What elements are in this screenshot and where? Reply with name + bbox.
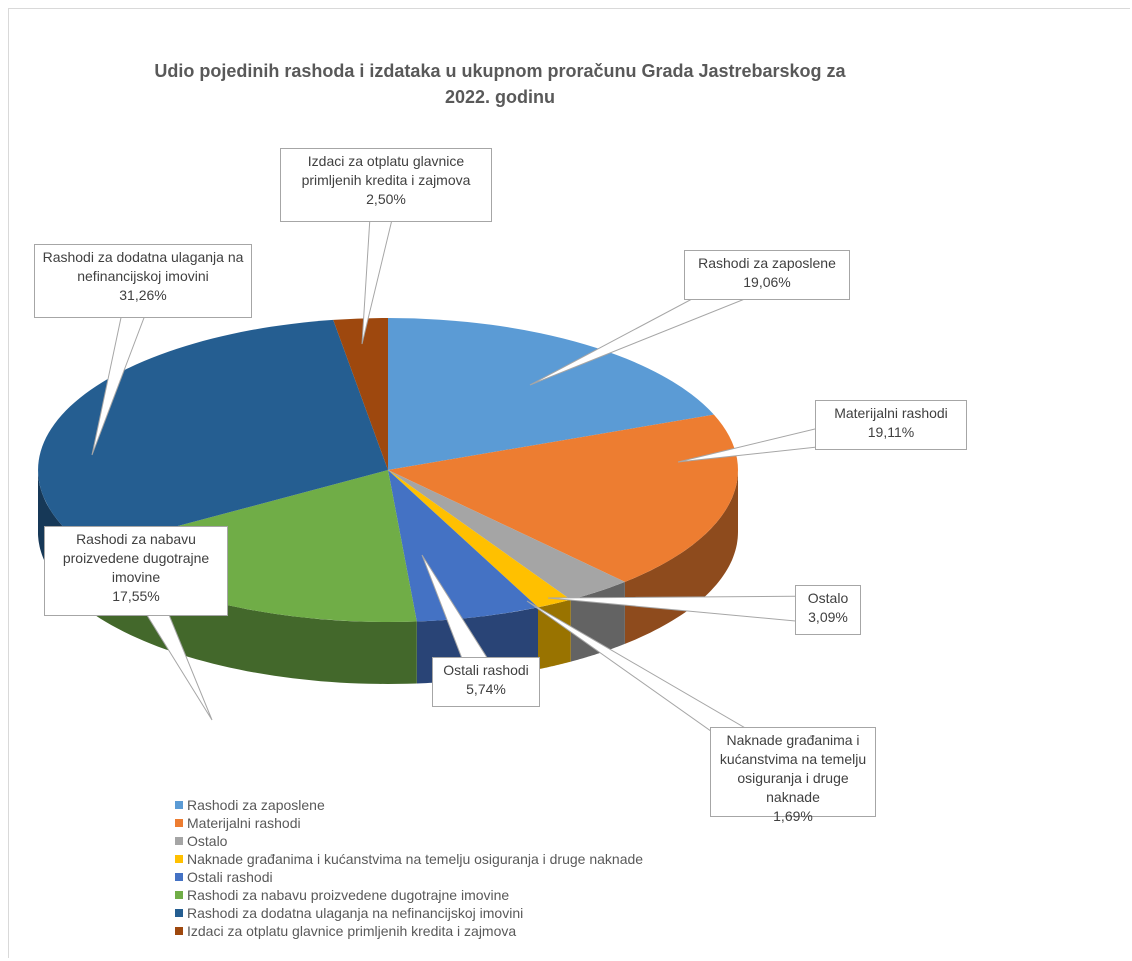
slice bbox=[388, 470, 538, 622]
legend-item: Rashodi za nabavu proizvedene dugotrajne… bbox=[175, 886, 643, 904]
legend-label: Ostali rashodi bbox=[187, 869, 273, 885]
legend-label: Rashodi za zaposlene bbox=[187, 797, 325, 813]
legend-item: Rashodi za zaposlene bbox=[175, 796, 643, 814]
slice bbox=[38, 319, 389, 550]
legend-label: Naknade građanima i kućanstvima na temel… bbox=[187, 851, 644, 867]
data-label: Ostalo 3,09% bbox=[795, 585, 861, 635]
legend: Rashodi za zaposlene Materijalni rashodi O… bbox=[175, 796, 643, 940]
legend-swatch bbox=[175, 909, 183, 917]
legend-item: Rashodi za dodatna ulaganja na nefinanci… bbox=[175, 904, 643, 922]
legend-swatch bbox=[175, 873, 183, 881]
legend-swatch bbox=[175, 837, 183, 845]
data-label: Ostali rashodi 5,74% bbox=[432, 657, 540, 707]
legend-label: Rashodi za dodatna ulaganja na nefinanci… bbox=[187, 905, 524, 921]
data-label: Izdaci za otplatu glavnice primljenih kr… bbox=[280, 148, 492, 222]
data-label-value: 5,74% bbox=[466, 681, 506, 697]
slice bbox=[388, 414, 738, 582]
chart-title: Udio pojedinih rashoda i izdataka u ukup… bbox=[154, 61, 846, 107]
data-label-category: Ostalo bbox=[807, 590, 849, 606]
data-label: Naknade građanima i kućanstvima na temel… bbox=[710, 727, 876, 824]
data-label-category: Naknade građanima i kućanstvima na temel… bbox=[719, 732, 867, 805]
legend-label: Ostalo bbox=[187, 833, 228, 849]
legend-item: Ostalo bbox=[175, 832, 643, 850]
slice bbox=[333, 318, 388, 470]
slice-side bbox=[538, 599, 571, 670]
data-label-value: 19,11% bbox=[867, 424, 915, 440]
data-label-value: 1,69% bbox=[773, 808, 813, 824]
data-label-category: Rashodi za nabavu proizvedene dugotrajne… bbox=[62, 531, 210, 585]
data-label-category: Izdaci za otplatu glavnice primljenih kr… bbox=[301, 153, 471, 188]
legend-swatch bbox=[175, 855, 183, 863]
data-label-category: Ostali rashodi bbox=[443, 662, 529, 678]
legend-item: Izdaci za otplatu glavnice primljenih kr… bbox=[175, 922, 643, 940]
legend-item: Naknade građanima i kućanstvima na temel… bbox=[175, 850, 643, 868]
legend-label: Materijalni rashodi bbox=[187, 815, 301, 831]
data-label-category: Materijalni rashodi bbox=[834, 405, 948, 421]
slice bbox=[388, 318, 714, 470]
data-label-value: 31,26% bbox=[119, 287, 167, 303]
data-label: Rashodi za nabavu proizvedene dugotrajne… bbox=[44, 526, 228, 616]
data-label-value: 19,06% bbox=[743, 274, 791, 290]
data-label-value: 2,50% bbox=[366, 191, 406, 207]
data-label-value: 17,55% bbox=[112, 588, 160, 604]
legend-swatch bbox=[175, 927, 183, 935]
legend-swatch bbox=[175, 891, 183, 899]
legend-item: Ostali rashodi bbox=[175, 868, 643, 886]
data-label: Rashodi za zaposlene 19,06% bbox=[684, 250, 850, 300]
data-label-category: Rashodi za zaposlene bbox=[698, 255, 836, 271]
data-label-value: 3,09% bbox=[808, 609, 848, 625]
legend-label: Izdaci za otplatu glavnice primljenih kr… bbox=[187, 923, 517, 939]
data-label-category: Rashodi za dodatna ulaganja na nefinanci… bbox=[42, 249, 244, 284]
data-label: Rashodi za dodatna ulaganja na nefinanci… bbox=[34, 244, 252, 318]
slice bbox=[388, 470, 571, 608]
legend-swatch bbox=[175, 819, 183, 827]
chart-frame bbox=[8, 8, 1130, 958]
legend-label: Rashodi za nabavu proizvedene dugotrajne… bbox=[187, 887, 510, 903]
legend-item: Materijalni rashodi bbox=[175, 814, 643, 832]
slice bbox=[388, 470, 625, 600]
legend-swatch bbox=[175, 801, 183, 809]
data-label: Materijalni rashodi 19,11% bbox=[815, 400, 967, 450]
